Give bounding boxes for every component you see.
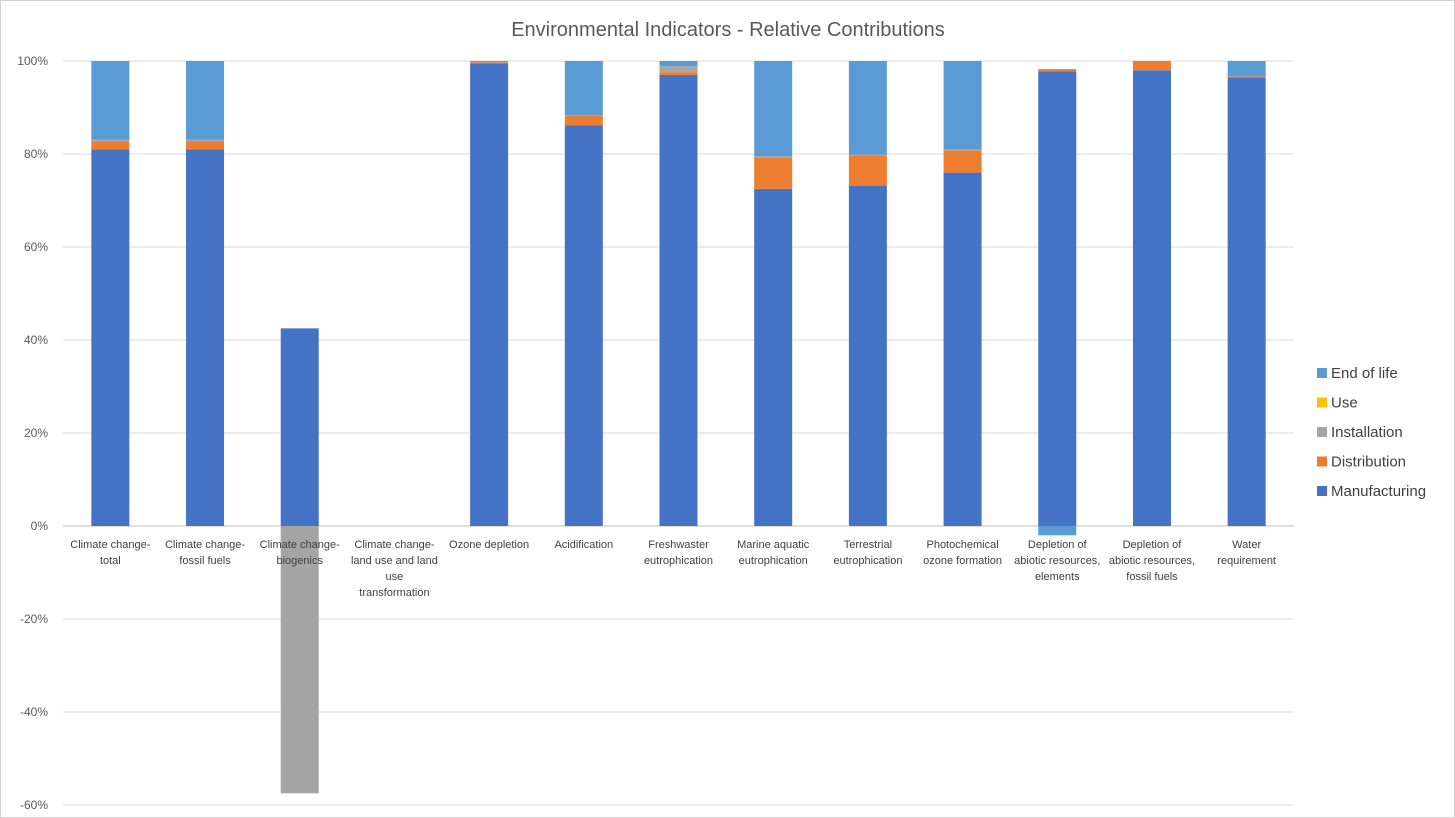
legend-swatch-installation: [1317, 427, 1327, 437]
chart-title: Environmental Indicators - Relative Cont…: [511, 19, 945, 41]
category-label: abiotic resources,: [1109, 555, 1195, 567]
bar-segment-distribution: [186, 141, 225, 150]
bar-segment-end-of-life: [943, 61, 982, 150]
bar-segment-end-of-life: [186, 61, 225, 140]
category-label: total: [100, 555, 121, 567]
bar-segment-end-of-life: [564, 61, 603, 116]
y-tick-label: 0%: [31, 519, 49, 533]
category-label: Water: [1232, 539, 1261, 551]
bar-segment-manufacturing: [848, 185, 887, 526]
bar-segment-manufacturing: [280, 328, 319, 526]
legend-swatch-end-of-life: [1317, 368, 1327, 378]
bar-segment-end-of-life: [754, 61, 793, 157]
legend-swatch-manufacturing: [1317, 486, 1327, 496]
category-label: eutrophication: [739, 555, 808, 567]
category-label: Climate change-: [70, 539, 150, 551]
category-label: eutrophication: [833, 555, 902, 567]
category-label: transformation: [359, 587, 429, 599]
bar-segment-installation: [943, 149, 982, 151]
category-label: Ozone depletion: [449, 539, 529, 551]
bar-segment-distribution: [754, 157, 793, 189]
y-tick-label: 80%: [24, 147, 48, 161]
category-label: Freshwaster: [648, 539, 709, 551]
bar-segment-installation: [91, 139, 130, 142]
category-label: Marine aquatic: [737, 539, 810, 551]
bar-segment-end-of-life: [91, 61, 130, 140]
bar-segment-distribution: [848, 155, 887, 186]
y-tick-label: -60%: [20, 798, 48, 812]
bar-segment-installation: [754, 156, 793, 158]
bar-segment-installation: [280, 526, 319, 794]
bar-segment-manufacturing: [186, 149, 225, 526]
bar-segment-manufacturing: [564, 125, 603, 527]
bar-segment-distribution: [1227, 76, 1266, 78]
category-label: Depletion of: [1028, 539, 1088, 551]
bar-segment-installation: [564, 115, 603, 116]
bar-segment-manufacturing: [1132, 70, 1171, 527]
bar-segment-distribution: [470, 62, 509, 64]
category-label: biogenics: [276, 555, 323, 567]
bar-segment-end-of-life: [470, 61, 509, 62]
bar-segment-installation: [1038, 68, 1077, 70]
y-tick-label: -20%: [20, 612, 48, 626]
bar-segment-distribution: [564, 115, 603, 126]
bar-segment-distribution: [943, 150, 982, 173]
legend-label: Manufacturing: [1331, 483, 1426, 500]
category-label: Acidification: [554, 539, 613, 551]
y-tick-label: 20%: [24, 426, 48, 440]
category-label: fossil fuels: [1126, 571, 1178, 583]
bar-segment-manufacturing: [943, 172, 982, 526]
category-label: use: [386, 571, 404, 583]
legend-label: Installation: [1331, 424, 1403, 441]
bar-segment-end-of-life: [1227, 61, 1266, 77]
y-axis-tick-labels: 100% 80% 60% 40% 20% 0% -20% -40% -60%: [17, 54, 48, 812]
legend-swatch-use: [1317, 397, 1327, 408]
legend: End of life Use Installation Distribution Ma…: [1317, 365, 1426, 500]
bar-segment-manufacturing: [659, 74, 698, 526]
bar-segment-manufacturing: [1038, 71, 1077, 526]
category-label: Climate change-: [165, 539, 245, 551]
bar-segment-end-of-life: [848, 61, 887, 155]
category-label: land use and land: [351, 555, 438, 567]
category-label: eutrophication: [644, 555, 713, 567]
bar-segment-installation: [659, 66, 698, 73]
y-tick-label: 100%: [17, 54, 48, 68]
category-label: requirement: [1217, 555, 1276, 567]
bar-segment-manufacturing: [754, 188, 793, 526]
category-label: Photochemical: [926, 539, 998, 551]
category-label: Depletion of: [1123, 539, 1183, 551]
bar-segment-distribution: [91, 141, 130, 150]
bar-segment-manufacturing: [1227, 77, 1266, 527]
legend-label: Use: [1331, 395, 1358, 412]
x-axis-category-labels: Climate change-total Climate change-fossi…: [70, 539, 1276, 599]
category-label: elements: [1035, 571, 1080, 583]
category-label: abiotic resources,: [1014, 555, 1100, 567]
category-label: fossil fuels: [179, 555, 231, 567]
bar-segment-manufacturing: [470, 63, 509, 526]
bar-segment-distribution: [1132, 61, 1171, 71]
category-label: Climate change-: [354, 539, 434, 551]
bar-segment-installation: [186, 139, 225, 142]
y-tick-label: 60%: [24, 240, 48, 254]
bar-segment-installation: [848, 154, 887, 156]
legend-label: Distribution: [1331, 454, 1406, 471]
legend-swatch-distribution: [1317, 456, 1327, 467]
bar-segment-distribution: [659, 72, 698, 75]
category-label: Climate change-: [260, 539, 340, 551]
bar-segment-end-of-life: [659, 61, 698, 67]
bar-segment-manufacturing: [91, 149, 130, 526]
bar-segment-installation: [470, 61, 509, 63]
y-tick-label: 40%: [24, 333, 48, 347]
category-label: Terrestrial: [844, 539, 892, 551]
y-tick-label: -40%: [20, 705, 48, 719]
bars: [91, 61, 1266, 794]
category-label: ozone formation: [923, 555, 1002, 567]
bar-segment-end-of-life: [1038, 526, 1077, 536]
legend-label: End of life: [1331, 365, 1398, 382]
bar-segment-distribution: [1038, 69, 1077, 72]
